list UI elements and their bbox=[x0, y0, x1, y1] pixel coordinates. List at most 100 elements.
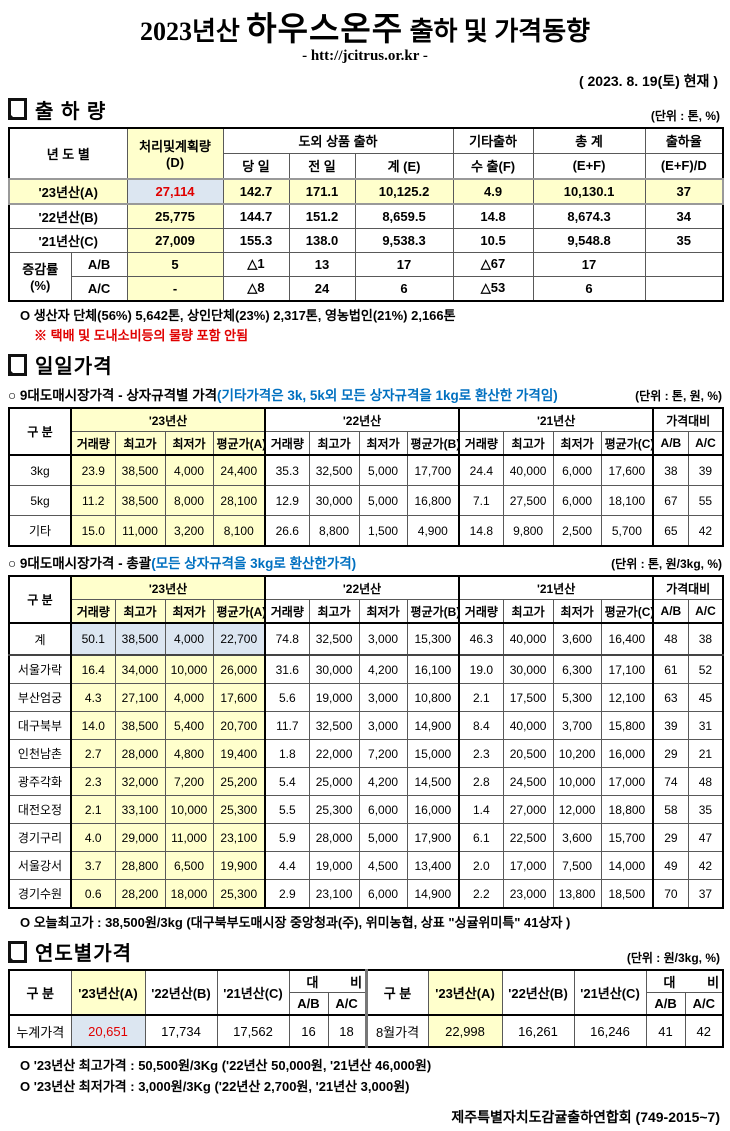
cell: 3,200 bbox=[164, 515, 214, 547]
table-row: 5kg 11.2 38,500 8,000 28,100 12.9 30,000 5,000 1… bbox=[8, 485, 724, 517]
cell: 47 bbox=[687, 823, 724, 853]
spec-price-table-body: 3kg 23.9 38,500 4,000 24,400 35.3 32,500 5,000 1… bbox=[8, 454, 724, 547]
cell bbox=[644, 275, 724, 302]
cell: 5,000 bbox=[358, 823, 408, 853]
cell: 23,100 bbox=[212, 823, 266, 853]
cell: 27,100 bbox=[114, 683, 166, 713]
spec-price-subhead: ○ 9대도매시장가격 - 상자규격별 가격(기타가격은 3k, 5k외 모든 상… bbox=[8, 384, 722, 404]
shipment-table: 년 도 별 처리및계획량 (D) 도외 상품 출하 기타출하 총 계 출하율 당… bbox=[7, 126, 725, 302]
cell: 144.7 bbox=[222, 203, 290, 229]
table-row: 기타 15.0 11,000 3,200 8,100 26.6 8,800 1,500 4,90… bbox=[8, 515, 724, 547]
cell-cumulative-2023: 20,651 bbox=[70, 1014, 146, 1048]
col-header-low: 최저가 bbox=[358, 599, 408, 624]
table-row: 서울가락 16.4 34,000 10,000 26,000 31.6 30,000 4,20… bbox=[8, 654, 724, 685]
cell: 14,900 bbox=[406, 711, 460, 741]
col-header-year: 년 도 별 bbox=[8, 127, 128, 180]
cell: 31.6 bbox=[264, 654, 310, 685]
cell: 8,100 bbox=[212, 515, 266, 547]
unit-label: (단위 : 원/3kg, %) bbox=[626, 951, 720, 966]
cell: △67 bbox=[452, 251, 534, 277]
table-row-change-ac: A/C - △8 24 6 △53 6 bbox=[9, 275, 724, 302]
col-header-plan: 처리및계획량 (D) bbox=[126, 127, 224, 180]
col-header-ab: A/B bbox=[288, 992, 329, 1016]
cell: 18,500 bbox=[600, 879, 654, 909]
cell: 4.0 bbox=[70, 823, 116, 853]
cell: 16,000 bbox=[406, 795, 460, 825]
section-title-text: 출 하 량 bbox=[35, 100, 107, 123]
market-rows: 서울가락 16.4 34,000 10,000 26,000 31.6 30,000 4,20… bbox=[8, 654, 724, 909]
cell: 21 bbox=[687, 739, 724, 769]
col-header-volume: 거래량 bbox=[264, 599, 310, 624]
cell: 5,000 bbox=[358, 485, 408, 517]
col-group-compare: 가격대비 bbox=[652, 575, 724, 601]
cell: 4.4 bbox=[264, 851, 310, 881]
section-title-text: 일일가격 bbox=[35, 356, 113, 379]
row-label: '23년산(A) bbox=[7, 177, 128, 205]
cell: 2.7 bbox=[70, 739, 116, 769]
cell: 20,700 bbox=[212, 711, 266, 741]
cell: 24,400 bbox=[212, 454, 266, 487]
cell: 40,000 bbox=[502, 454, 554, 487]
cell: 5,700 bbox=[600, 515, 654, 547]
cell: 7,500 bbox=[552, 851, 602, 881]
cell: 12,100 bbox=[600, 683, 654, 713]
cell: 29,000 bbox=[114, 823, 166, 853]
cell: 58 bbox=[652, 795, 689, 825]
col-header-rate2: (E+F)/D bbox=[644, 152, 724, 180]
cell: 61 bbox=[652, 654, 689, 685]
total-heading-text: ○ 9대도매시장가격 - 총괄 bbox=[8, 556, 152, 572]
cell: 2.8 bbox=[458, 767, 504, 797]
cell: 13 bbox=[288, 251, 356, 277]
cell: 17,000 bbox=[600, 767, 654, 797]
as-of-date: ( 2023. 8. 19(토) 현재 ) bbox=[578, 72, 718, 89]
col-header-high: 최고가 bbox=[114, 431, 166, 456]
cell: - bbox=[126, 275, 224, 302]
cell: 17,734 bbox=[144, 1014, 218, 1048]
cell: 1.4 bbox=[458, 795, 504, 825]
cell: 34 bbox=[644, 203, 724, 229]
cell: 14.0 bbox=[70, 711, 116, 741]
cell: 대구북부 bbox=[8, 711, 72, 741]
table-row: 인천남촌 2.7 28,000 4,800 19,400 1.8 22,000 7,200 15… bbox=[8, 739, 724, 769]
cell: 142.7 bbox=[222, 177, 290, 205]
cell: 6,300 bbox=[552, 654, 602, 685]
spec-price-table: 구 분 '23년산 '22년산 '21년산 가격대비 거래량 최고가 최저가 평… bbox=[8, 407, 725, 548]
cell: 15,300 bbox=[406, 622, 460, 656]
cell: △1 bbox=[222, 251, 290, 277]
cell: 3,000 bbox=[358, 683, 408, 713]
cell: 19.0 bbox=[458, 654, 504, 685]
cell: 2.9 bbox=[264, 879, 310, 909]
shipment-table-head: 년 도 별 처리및계획량 (D) 도외 상품 출하 기타출하 총 계 출하율 당… bbox=[8, 127, 724, 180]
col-header-volume: 거래량 bbox=[458, 431, 504, 456]
cell: 16,400 bbox=[600, 622, 654, 656]
cell: 49 bbox=[652, 851, 689, 881]
cell: 23.9 bbox=[70, 454, 116, 487]
cell: 13,400 bbox=[406, 851, 460, 881]
cell: 5.5 bbox=[264, 795, 310, 825]
unit-label: (단위 : 톤, 원, %) bbox=[635, 389, 722, 404]
cell: 39 bbox=[652, 711, 689, 741]
cell: 155.3 bbox=[222, 227, 290, 253]
col-header-high: 최고가 bbox=[114, 599, 166, 624]
col-header-volume: 거래량 bbox=[458, 599, 504, 624]
cell: 40,000 bbox=[502, 711, 554, 741]
cell: 33,100 bbox=[114, 795, 166, 825]
cell: 17,562 bbox=[216, 1014, 290, 1048]
section-title-text: 연도별가격 bbox=[35, 943, 132, 966]
cell: 7.1 bbox=[458, 485, 504, 517]
cell: 5 bbox=[126, 251, 224, 277]
cell: 38,500 bbox=[114, 622, 166, 656]
cell: 16,100 bbox=[406, 654, 460, 685]
cell: 16,800 bbox=[406, 485, 460, 517]
cell: 22,700 bbox=[212, 622, 266, 656]
cell: 48 bbox=[687, 767, 724, 797]
cell: 대전오정 bbox=[8, 795, 72, 825]
cell: 35 bbox=[644, 227, 724, 253]
document-icon bbox=[8, 353, 27, 376]
cell: 2.3 bbox=[70, 767, 116, 797]
cell: 15.0 bbox=[70, 515, 116, 547]
cell: 42 bbox=[684, 1014, 724, 1048]
cell: 29 bbox=[652, 823, 689, 853]
cell: 38,500 bbox=[114, 711, 166, 741]
exclusion-note: ※ 택배 및 도내소비등의 물량 포함 안됨 bbox=[34, 328, 249, 344]
